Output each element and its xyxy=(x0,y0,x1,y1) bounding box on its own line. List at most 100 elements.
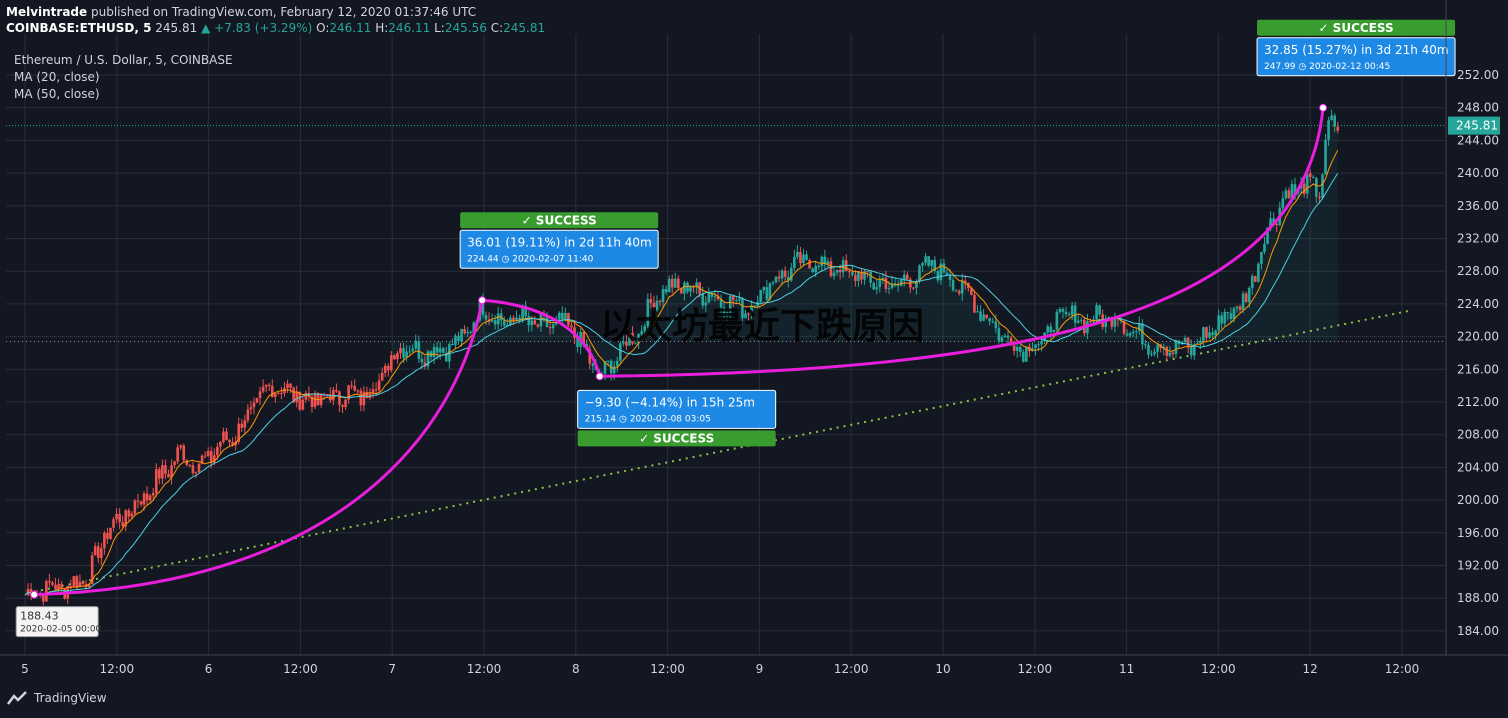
low-value: 245.56 xyxy=(444,21,487,35)
stat-box xyxy=(577,389,777,429)
candle-body xyxy=(808,259,811,269)
candle-body xyxy=(1165,346,1169,356)
candle-body xyxy=(823,256,827,265)
candle-body xyxy=(1141,323,1144,345)
x-tick-label: 12:00 xyxy=(1018,662,1053,676)
candle-body xyxy=(1272,218,1275,224)
candle-body xyxy=(872,282,876,290)
candle-body xyxy=(515,317,518,322)
candle-body xyxy=(466,331,469,334)
candle-body xyxy=(802,254,805,264)
candle-body xyxy=(927,256,930,266)
candle-body xyxy=(881,277,885,280)
candle-body xyxy=(209,451,213,463)
candle-body xyxy=(246,409,250,421)
candle-body xyxy=(1067,314,1071,316)
candle-body xyxy=(1040,340,1043,345)
candle-body xyxy=(197,463,201,473)
candle-body xyxy=(851,272,854,275)
candle-body xyxy=(719,299,723,308)
candle-body xyxy=(185,460,189,466)
candle-body xyxy=(274,393,277,397)
candle-body xyxy=(219,441,222,447)
candle-body xyxy=(109,527,112,539)
candle-body xyxy=(878,279,882,288)
candle-body xyxy=(255,397,259,403)
legend-ma50[interactable]: MA (50, close) xyxy=(14,87,100,101)
candle-body xyxy=(887,288,891,290)
candle-body xyxy=(115,513,118,520)
ma-50-line xyxy=(24,173,1339,596)
candle-body xyxy=(622,341,625,344)
candle-body xyxy=(295,391,299,403)
candle-body xyxy=(1293,184,1297,194)
candle-body xyxy=(191,465,195,474)
x-tick-label: 5 xyxy=(21,662,29,676)
candle-body xyxy=(1330,115,1333,121)
y-tick-label: 184.00 xyxy=(1457,624,1499,638)
candle-body xyxy=(164,465,167,474)
candle-body xyxy=(1266,227,1269,244)
candle-body xyxy=(1281,198,1285,208)
candle-body xyxy=(1192,344,1196,356)
x-tick-label: 12 xyxy=(1303,662,1318,676)
candle-body xyxy=(753,305,756,307)
candle-body xyxy=(811,268,814,273)
start-price-label: 188.43 2020-02-05 00:00 xyxy=(15,606,102,638)
candle-body xyxy=(307,392,311,397)
candle-body xyxy=(267,384,271,387)
candle-body xyxy=(722,307,726,316)
candle-body xyxy=(564,312,567,320)
candle-body xyxy=(1263,243,1266,252)
candle-body xyxy=(963,280,967,283)
candle-body xyxy=(1049,326,1053,333)
candle-body xyxy=(484,314,488,320)
candle-body xyxy=(677,278,680,289)
candle-body xyxy=(383,365,387,373)
candle-body xyxy=(652,302,656,311)
candle-body xyxy=(328,394,332,401)
candle-body xyxy=(48,581,51,583)
x-tick-label: 6 xyxy=(205,662,213,676)
candle-body xyxy=(902,274,906,280)
candle-body xyxy=(612,366,616,374)
candle-body xyxy=(161,465,164,479)
candle-body xyxy=(145,493,149,501)
candle-body xyxy=(182,445,186,461)
legend-title[interactable]: Ethereum / U.S. Dollar, 5, COINBASE xyxy=(14,53,233,67)
candle-body xyxy=(106,532,109,539)
candle-body xyxy=(338,391,341,405)
x-tick-label: 12:00 xyxy=(1385,662,1420,676)
candle-body xyxy=(744,313,747,319)
grid-lines xyxy=(6,34,1446,655)
legend-ma20[interactable]: MA (20, close) xyxy=(14,70,100,84)
candle-body xyxy=(1037,344,1040,346)
x-tick-label: 9 xyxy=(756,662,764,676)
candle-body xyxy=(661,288,665,303)
candle-body xyxy=(765,287,769,300)
candle-body xyxy=(551,324,555,329)
candle-body xyxy=(649,299,653,303)
candle-body xyxy=(1308,173,1312,177)
candle-body xyxy=(673,278,677,288)
candle-body xyxy=(1089,321,1092,323)
candle-body xyxy=(460,329,463,342)
candle-body xyxy=(1003,335,1007,338)
candle-body xyxy=(420,358,424,363)
author-name[interactable]: Melvintrade xyxy=(6,5,88,19)
success-text: ✓ SUCCESS xyxy=(1318,21,1393,35)
y-tick-label: 228.00 xyxy=(1457,264,1499,278)
high-label: H: xyxy=(375,21,389,35)
candle-body xyxy=(518,317,521,320)
candle-body xyxy=(1079,319,1083,321)
candle-body xyxy=(954,290,958,292)
candle-body xyxy=(1189,346,1193,356)
candle-body xyxy=(1321,174,1324,198)
candle-body xyxy=(96,546,100,559)
success-badge xyxy=(577,430,776,447)
candle-body xyxy=(1138,323,1141,331)
candle-body xyxy=(344,399,347,407)
candle-body xyxy=(957,290,961,294)
candle-body xyxy=(292,387,295,403)
